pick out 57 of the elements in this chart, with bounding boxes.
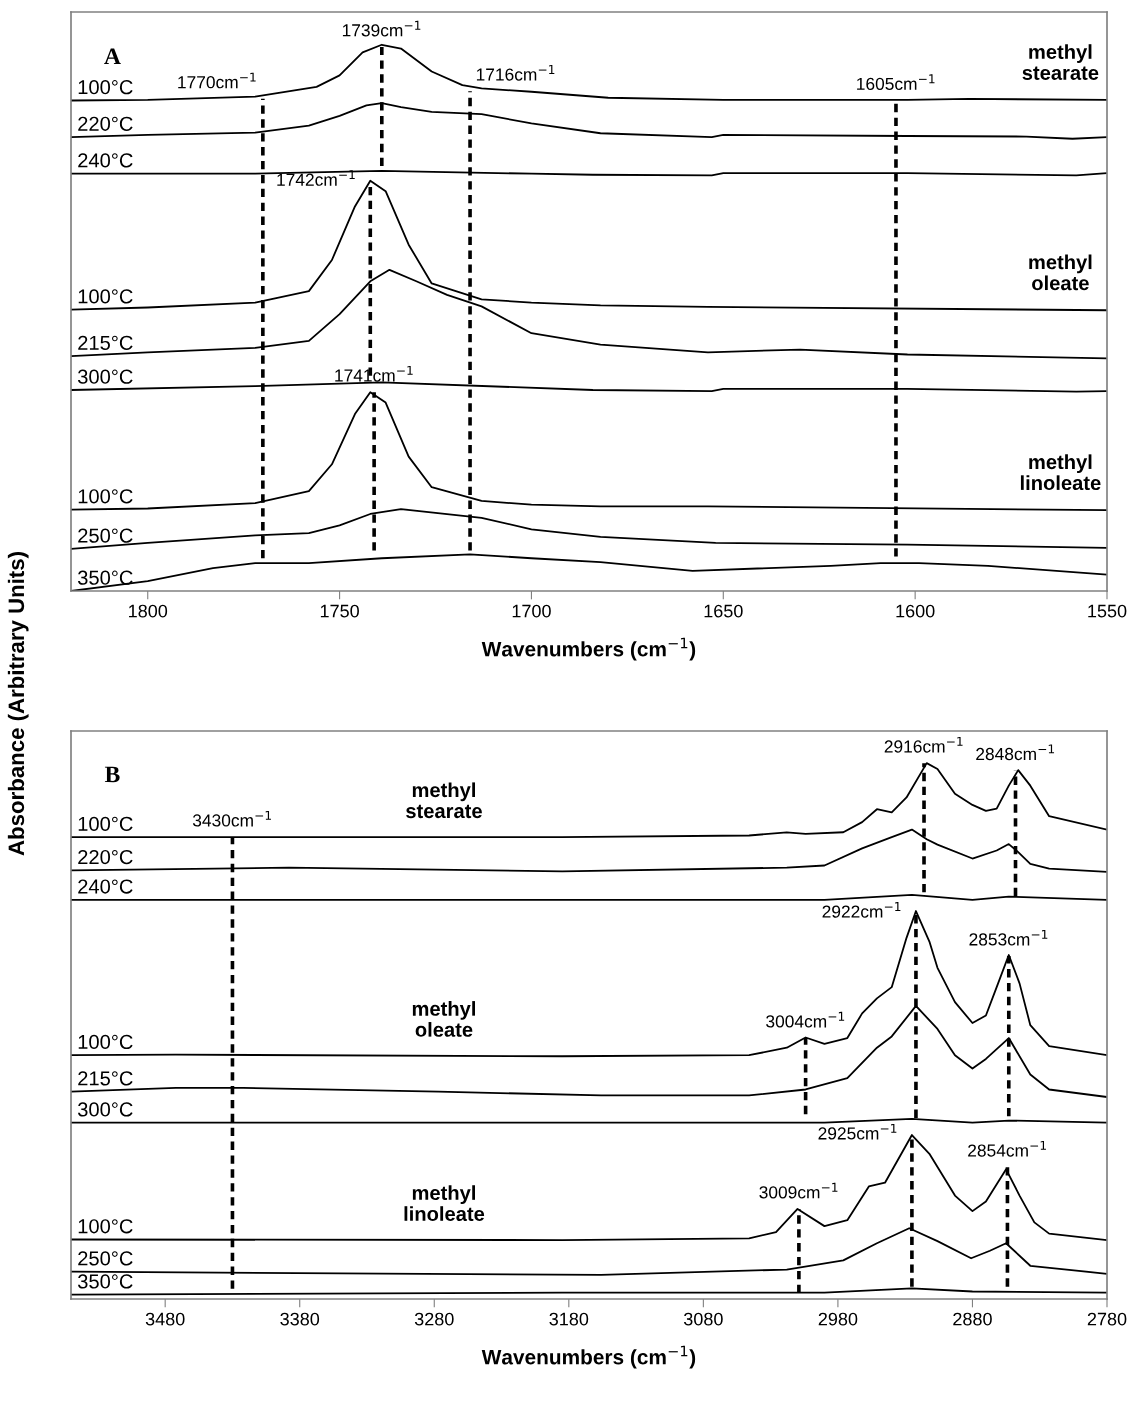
series-label: 220°C <box>78 849 133 865</box>
x-tick-label: 2880 <box>953 1312 992 1326</box>
series-label: 240°C <box>78 153 133 168</box>
series-label: 350°C <box>77 570 133 585</box>
x-tick-label: 2980 <box>818 1312 858 1326</box>
series-label: 300°C <box>77 369 133 384</box>
series-label: 215°C <box>78 1071 133 1086</box>
y-axis-title: Absorbance (Arbitrary Units) <box>7 552 29 856</box>
annotation: 3004cm$^{−1}$ <box>766 1011 845 1028</box>
annotation: 2853cm$^{−1}$ <box>969 929 1048 946</box>
annotation: methyl linoleate <box>404 1185 485 1221</box>
annotation: methyl oleate <box>412 1001 475 1037</box>
x-tick-label: 1750 <box>320 604 359 618</box>
series-label: 250°C <box>78 528 133 543</box>
x-tick-label: 3180 <box>549 1312 589 1326</box>
annotation: 1739cm$^{−1}$ <box>342 20 421 37</box>
series-label: 350°C <box>77 1274 133 1289</box>
annotation: 1605cm$^{−1}$ <box>857 74 935 90</box>
series-label: 240°C <box>78 879 133 894</box>
x-tick-label: 1650 <box>704 604 743 618</box>
series-label: 100°C <box>78 816 133 831</box>
annotation: 2922cm$^{−1}$ <box>822 902 901 918</box>
annotation: 2925cm$^{−1}$ <box>818 1123 897 1140</box>
annotation: B <box>104 766 120 783</box>
x-tick-label: 1700 <box>512 604 551 618</box>
annotation: 3009cm$^{−1}$ <box>759 1182 838 1199</box>
series-label: 300°C <box>77 1102 133 1117</box>
x-tick-label: 3380 <box>280 1312 320 1326</box>
annotation: 1741cm$^{−1}$ <box>335 366 413 382</box>
annotation: methyl oleate <box>1029 254 1092 291</box>
annotation: methyl stearate <box>1022 44 1099 80</box>
series-label: 250°C <box>78 1251 133 1266</box>
x-axis-title: Wavenumbers (cm$^{−1}$) <box>481 637 696 661</box>
series-label: 100°C <box>78 80 133 95</box>
x-tick-label: 3280 <box>414 1312 454 1326</box>
annotation: 3430cm$^{−1}$ <box>192 810 271 827</box>
x-tick-label: 3480 <box>145 1312 185 1326</box>
series-label: 100°C <box>78 1034 133 1050</box>
x-tick-label: 1800 <box>129 604 168 618</box>
series-label: 100°C <box>78 289 133 304</box>
series-label: 215°C <box>78 335 133 350</box>
x-tick-label: 1600 <box>896 604 935 618</box>
annotation: 2854cm$^{−1}$ <box>968 1141 1046 1157</box>
annotation: methyl linoleate <box>1020 454 1101 491</box>
series-label: 220°C <box>78 116 133 131</box>
annotation: 2848cm$^{−1}$ <box>976 744 1055 761</box>
x-axis-title: Wavenumbers (cm$^{−1}$) <box>481 1345 696 1369</box>
annotation: 1716cm$^{−1}$ <box>476 65 555 81</box>
annotation: 1770cm$^{−1}$ <box>178 72 256 89</box>
series-label: 100°C <box>78 489 133 504</box>
x-tick-label: 1550 <box>1088 604 1127 618</box>
annotation: A <box>104 48 121 64</box>
x-tick-label: 3080 <box>683 1312 723 1326</box>
annotation: 2916cm$^{−1}$ <box>884 736 963 753</box>
annotation: methyl stearate <box>406 782 482 819</box>
series-label: 100°C <box>78 1219 133 1234</box>
x-tick-label: 2780 <box>1087 1312 1127 1326</box>
